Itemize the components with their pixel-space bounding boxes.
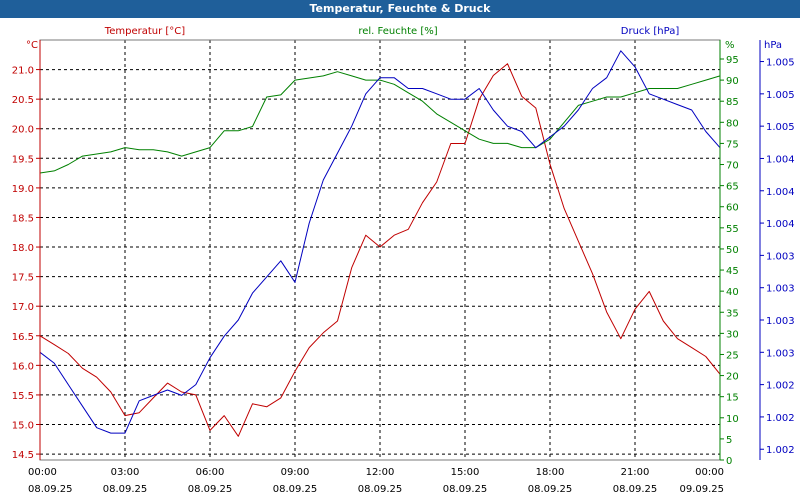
x-tick-date-label: 09.09.25: [679, 484, 724, 495]
pressure-tick-label: 1.003: [766, 251, 795, 262]
temperature-tick-label: 15.0: [12, 421, 34, 432]
temperature-tick-label: 18.5: [12, 213, 34, 224]
temperature-tick-label: 15.5: [12, 391, 34, 402]
unit-label-temperature: °C: [26, 40, 38, 51]
pressure-tick-label: 1.002: [766, 445, 795, 456]
humidity-tick-label: 30: [726, 329, 739, 340]
humidity-tick-label: 65: [726, 182, 739, 193]
humidity-tick-label: 85: [726, 97, 739, 108]
pressure-tick-label: 1.004: [766, 187, 795, 198]
pressure-tick-label: 1.005: [766, 90, 795, 101]
pressure-tick-label: 1.003: [766, 284, 795, 295]
x-tick-time-label: 21:00: [621, 467, 650, 478]
humidity-tick-label: 35: [726, 308, 739, 319]
series-line-temperature: [39, 63, 721, 437]
humidity-tick-label: 55: [726, 224, 739, 235]
temperature-tick-label: 21.0: [12, 66, 34, 77]
weather-chart: 14.5 15.0 15.5 16.0 16.5 17.0 17.5 18.0 18.5 19.0…: [12, 26, 795, 495]
x-tick-time-label: 06:00: [196, 467, 225, 478]
temperature-tick-label: 16.5: [12, 332, 34, 343]
pressure-tick-label: 1.004: [766, 154, 795, 165]
pressure-tick-label: 1.004: [766, 219, 795, 230]
pressure-tick-label: 1.005: [766, 122, 795, 133]
x-tick-time-label: 00:00: [695, 467, 724, 478]
pressure-tick-label: 1.002: [766, 413, 795, 424]
humidity-tick-label: 60: [726, 203, 739, 214]
x-tick-time-label: 03:00: [111, 467, 140, 478]
x-tick-date-label: 08.09.25: [28, 484, 73, 495]
humidity-tick-label: 0: [726, 456, 732, 467]
x-tick-date-label: 08.09.25: [528, 484, 573, 495]
temperature-tick-label: 14.5: [12, 450, 34, 461]
series-line-pressure: [39, 50, 721, 434]
humidity-tick-label: 50: [726, 245, 739, 256]
unit-label-pressure: hPa: [764, 40, 782, 51]
humidity-tick-label: 45: [726, 266, 739, 277]
legend-humidity: rel. Feuchte [%]: [358, 26, 437, 37]
x-tick-time-label: 09:00: [281, 467, 310, 478]
humidity-tick-label: 75: [726, 139, 739, 150]
series-line-humidity: [39, 71, 721, 174]
x-tick-date-label: 08.09.25: [613, 484, 658, 495]
x-tick-time-label: 12:00: [366, 467, 395, 478]
humidity-tick-label: 15: [726, 393, 739, 404]
unit-label-humidity: %: [725, 40, 735, 51]
chart-title: Temperatur, Feuchte & Druck: [0, 0, 800, 18]
humidity-tick-label: 95: [726, 55, 739, 66]
temperature-tick-label: 17.0: [12, 302, 34, 313]
x-tick-time-label: 15:00: [451, 467, 480, 478]
humidity-tick-label: 5: [726, 435, 732, 446]
pressure-tick-label: 1.002: [766, 381, 795, 392]
humidity-tick-label: 20: [726, 372, 739, 383]
temperature-tick-label: 18.0: [12, 243, 34, 254]
temperature-tick-label: 19.5: [12, 154, 34, 165]
humidity-tick-label: 10: [726, 414, 739, 425]
temperature-tick-label: 17.5: [12, 273, 34, 284]
x-tick-date-label: 08.09.25: [358, 484, 403, 495]
x-tick-date-label: 08.09.25: [273, 484, 318, 495]
pressure-tick-label: 1.005: [766, 58, 795, 69]
x-tick-date-label: 08.09.25: [188, 484, 233, 495]
humidity-tick-label: 40: [726, 287, 739, 298]
x-tick-time-label: 18:00: [536, 467, 565, 478]
temperature-tick-label: 20.5: [12, 95, 34, 106]
humidity-tick-label: 80: [726, 118, 739, 129]
x-tick-date-label: 08.09.25: [103, 484, 148, 495]
x-tick-time-label: 00:00: [28, 467, 57, 478]
temperature-tick-label: 19.0: [12, 184, 34, 195]
humidity-tick-label: 70: [726, 161, 739, 172]
temperature-tick-label: 20.0: [12, 125, 34, 136]
x-tick-date-label: 08.09.25: [443, 484, 488, 495]
humidity-tick-label: 90: [726, 76, 739, 87]
humidity-tick-label: 25: [726, 350, 739, 361]
legend-temperature: Temperatur [°C]: [104, 26, 185, 37]
pressure-tick-label: 1.003: [766, 348, 795, 359]
temperature-tick-label: 16.0: [12, 361, 34, 372]
pressure-tick-label: 1.003: [766, 316, 795, 327]
legend-pressure: Druck [hPa]: [621, 26, 680, 37]
